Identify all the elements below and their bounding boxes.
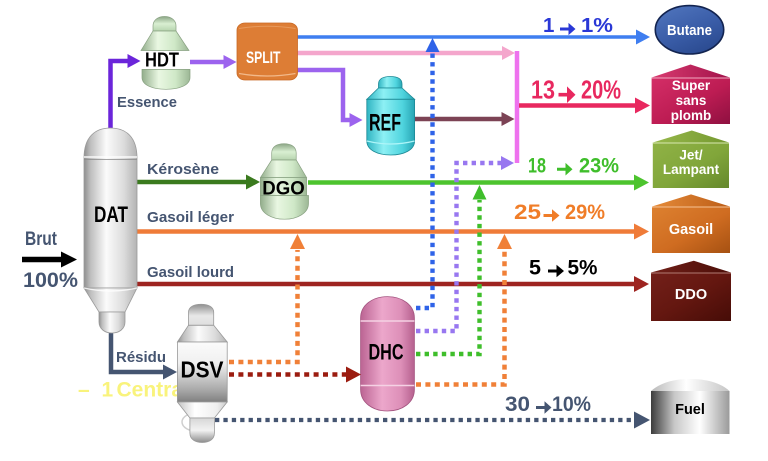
svg-text:100%: 100% [23, 269, 78, 292]
svg-text:Brut: Brut [25, 229, 58, 250]
svg-text:Fuel: Fuel [675, 402, 705, 418]
svg-text:Butane: Butane [667, 23, 712, 39]
svg-text:sans: sans [676, 93, 707, 108]
svg-text:1: 1 [543, 14, 554, 37]
svg-text:1%: 1% [581, 14, 613, 37]
svg-text:DAT: DAT [94, 202, 128, 227]
svg-text:13: 13 [531, 75, 555, 105]
svg-text:29%: 29% [565, 200, 605, 224]
svg-text:Kérosène: Kérosène [147, 161, 219, 178]
svg-text:Gasoil: Gasoil [669, 222, 713, 238]
svg-text:REF: REF [369, 110, 401, 137]
svg-text:DDO: DDO [675, 287, 707, 303]
svg-text:20%: 20% [581, 75, 621, 105]
svg-text:Gasoil léger: Gasoil léger [147, 209, 234, 226]
svg-text:DHC: DHC [369, 340, 404, 365]
svg-text:Résidu: Résidu [116, 349, 166, 366]
svg-text:Gasoil lourd: Gasoil lourd [147, 264, 234, 281]
svg-text:HDT: HDT [145, 50, 179, 72]
svg-text:DGO: DGO [262, 178, 305, 200]
svg-text:Essence: Essence [117, 94, 177, 111]
svg-text:Super: Super [672, 78, 711, 93]
svg-text:10%: 10% [552, 393, 591, 416]
svg-text:18: 18 [528, 155, 546, 178]
svg-text:Jet/: Jet/ [679, 148, 703, 163]
svg-text:plomb: plomb [671, 108, 712, 123]
svg-text:1: 1 [102, 379, 114, 402]
svg-text:23%: 23% [579, 155, 619, 178]
svg-text:DSV: DSV [181, 357, 225, 383]
svg-text:30: 30 [505, 393, 530, 416]
svg-text:5%: 5% [568, 256, 598, 280]
svg-text:–: – [78, 379, 90, 402]
svg-text:25: 25 [514, 200, 541, 224]
svg-text:5: 5 [529, 256, 541, 280]
svg-text:Lampant: Lampant [663, 162, 720, 177]
svg-text:SPLIT: SPLIT [246, 48, 281, 67]
